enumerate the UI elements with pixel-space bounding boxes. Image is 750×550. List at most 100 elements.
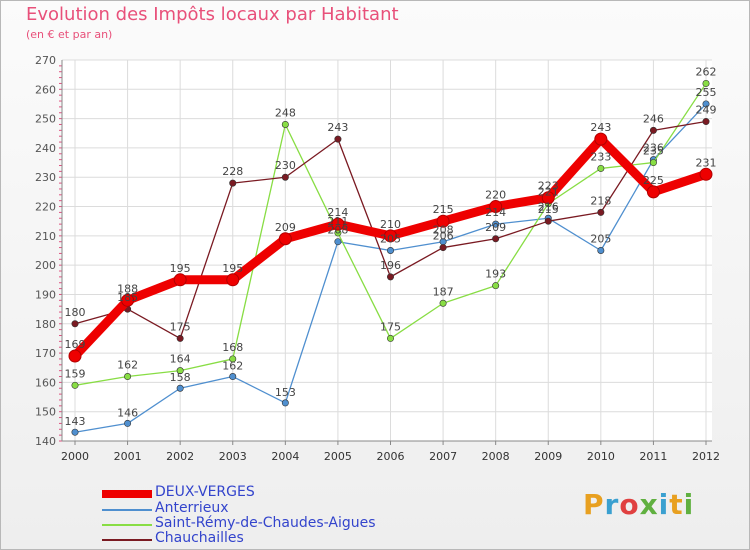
data-point	[699, 167, 713, 181]
x-tick-label: 2000	[61, 450, 89, 463]
data-point	[281, 173, 289, 181]
y-tick-label: 200	[35, 259, 56, 272]
legend-swatch	[102, 539, 152, 541]
data-label: 208	[327, 224, 348, 237]
data-label: 205	[590, 233, 611, 246]
data-point	[436, 214, 450, 228]
x-tick-label: 2012	[692, 450, 720, 463]
data-label: 143	[65, 415, 86, 428]
data-label: 168	[222, 341, 243, 354]
data-label: 193	[485, 268, 506, 281]
data-label: 188	[117, 282, 138, 295]
data-point	[386, 247, 394, 255]
data-point	[176, 367, 184, 375]
data-label: 146	[117, 406, 138, 419]
data-label: 187	[433, 285, 454, 298]
legend-item-deux-verges: DEUX-VERGES	[102, 484, 462, 501]
data-point	[594, 132, 608, 146]
data-point	[649, 126, 657, 134]
data-label: 220	[485, 189, 506, 202]
data-label: 230	[275, 159, 296, 172]
data-label: 162	[222, 360, 243, 373]
logo-letter: o	[619, 488, 640, 521]
data-label: 233	[590, 150, 611, 163]
x-tick-label: 2004	[271, 450, 299, 463]
data-label: 236	[643, 142, 664, 155]
y-tick-label: 170	[35, 347, 56, 360]
data-point	[597, 208, 605, 216]
data-point	[334, 238, 342, 246]
data-label: 153	[275, 386, 296, 399]
y-tick-label: 180	[35, 318, 56, 331]
legend-item-chauchailles: Chauchailles	[102, 530, 462, 547]
data-point	[439, 299, 447, 307]
data-point	[334, 135, 342, 143]
data-point	[176, 384, 184, 392]
legend-item-saint-remy: Saint-Rémy-de-Chaudes-Aigues	[102, 515, 462, 532]
x-tick-label: 2003	[219, 450, 247, 463]
data-label: 218	[590, 194, 611, 207]
data-label: 185	[117, 291, 138, 304]
x-tick-label: 2011	[639, 450, 667, 463]
logo-letter: i	[658, 488, 670, 521]
x-tick-label: 2006	[377, 450, 405, 463]
data-label: 221	[538, 186, 559, 199]
data-label: 158	[170, 371, 191, 384]
data-label: 210	[380, 218, 401, 231]
data-label: 243	[590, 121, 611, 134]
logo-letter: i	[683, 488, 695, 521]
data-point	[281, 399, 289, 407]
data-point	[386, 273, 394, 281]
data-point	[489, 200, 503, 214]
y-tick-label: 270	[35, 54, 56, 67]
data-point	[173, 273, 187, 287]
x-tick-label: 2007	[429, 450, 457, 463]
data-point	[331, 217, 345, 231]
data-point	[702, 79, 710, 87]
data-point	[649, 159, 657, 167]
y-tick-label: 240	[35, 142, 56, 155]
data-label: 169	[65, 338, 86, 351]
data-point	[492, 282, 500, 290]
x-tick-label: 2009	[534, 450, 562, 463]
data-point	[492, 220, 500, 228]
data-label: 246	[643, 112, 664, 125]
data-label: 209	[275, 221, 296, 234]
data-point	[541, 191, 555, 205]
data-point	[702, 100, 710, 108]
data-label: 180	[65, 306, 86, 319]
legend-item-anterrieux: Anterrieux	[102, 500, 462, 517]
logo-letter: r	[604, 488, 620, 521]
logo-letter: x	[639, 488, 659, 521]
data-label: 223	[538, 180, 559, 193]
data-point	[124, 419, 132, 427]
legend-swatch	[102, 524, 152, 526]
proxiti-logo: Proxiti	[583, 488, 694, 521]
data-label: 214	[485, 206, 506, 219]
data-label: 159	[65, 367, 86, 380]
legend-label: Saint-Rémy-de-Chaudes-Aigues	[155, 515, 376, 531]
x-tick-label: 2002	[166, 450, 194, 463]
data-point	[124, 373, 132, 381]
legend-label: Anterrieux	[155, 500, 229, 516]
data-label: 262	[696, 65, 717, 78]
x-tick-label: 2008	[482, 450, 510, 463]
chart-subtitle: (en € et par an)	[26, 28, 113, 41]
data-point	[121, 293, 135, 307]
data-label: 231	[696, 156, 717, 169]
y-tick-label: 140	[35, 435, 56, 448]
data-point	[226, 273, 240, 287]
data-label: 195	[222, 262, 243, 275]
data-point	[384, 229, 397, 243]
data-label: 175	[170, 320, 191, 333]
data-point	[492, 235, 500, 243]
data-label: 248	[275, 106, 296, 119]
data-point	[597, 164, 605, 172]
data-point	[386, 334, 394, 342]
y-tick-label: 250	[35, 113, 56, 126]
data-label: 235	[643, 145, 664, 158]
legend-swatch	[102, 509, 152, 511]
data-point	[544, 217, 552, 225]
data-point	[71, 320, 79, 328]
